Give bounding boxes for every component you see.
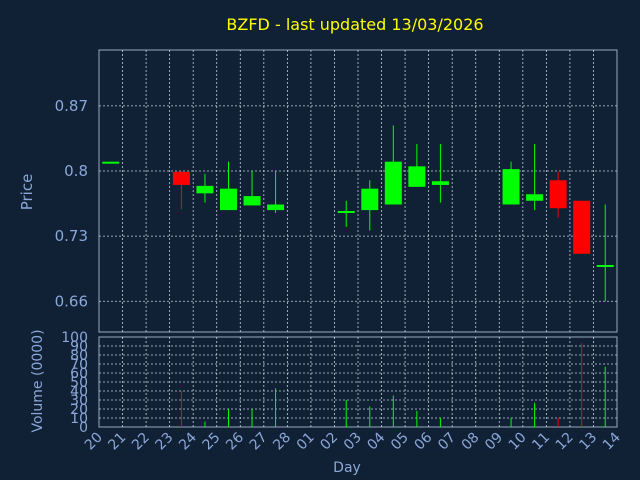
volume-tick-label: 70	[70, 357, 88, 373]
volume-tick-label: 10	[70, 411, 88, 427]
candle-body	[431, 181, 449, 185]
volume-tick-label: 20	[70, 402, 88, 418]
price-axis-label: Price	[18, 174, 36, 211]
price-tick-label: 0.73	[55, 227, 88, 245]
candle-body	[384, 161, 402, 205]
volume-axis-label: Volume (0000)	[30, 329, 46, 432]
candle-body	[172, 171, 190, 185]
candle-body	[596, 264, 614, 267]
candle-body	[267, 204, 285, 211]
candle-body	[102, 161, 120, 164]
candle-body	[361, 188, 379, 211]
candle-body	[220, 188, 237, 211]
price-tick-label: 0.8	[64, 162, 88, 180]
volume-tick-label: 50	[70, 375, 88, 391]
candle-body	[196, 185, 214, 194]
x-axis-label: Day	[333, 460, 361, 476]
candle-body	[502, 169, 520, 205]
chart-title: BZFD - last updated 13/03/2026	[226, 15, 483, 34]
volume-tick-label: 80	[70, 348, 88, 364]
candle-body	[549, 180, 567, 209]
price-tick-label: 0.66	[55, 292, 88, 310]
price-panel: 0.66 0.73 0.8 0.87	[55, 49, 618, 333]
candle-body	[408, 166, 426, 187]
candle-body	[526, 194, 544, 201]
volume-panel: 20 21 22 23 24 25 26 27 28 01 02 03 04 05 06 07 08 09 10 11…	[61, 330, 624, 453]
volume-tick-label: 0	[79, 420, 88, 436]
candle-body	[573, 200, 591, 254]
volume-tick-label: 40	[70, 384, 88, 400]
candle-body	[243, 196, 261, 206]
volume-tick-label: 100	[61, 330, 88, 346]
volume-tick-label: 30	[70, 393, 88, 409]
candle-body	[337, 211, 355, 214]
price-tick-label: 0.87	[55, 97, 88, 115]
volume-tick-label: 60	[70, 366, 88, 382]
volume-tick-label: 90	[70, 339, 88, 355]
